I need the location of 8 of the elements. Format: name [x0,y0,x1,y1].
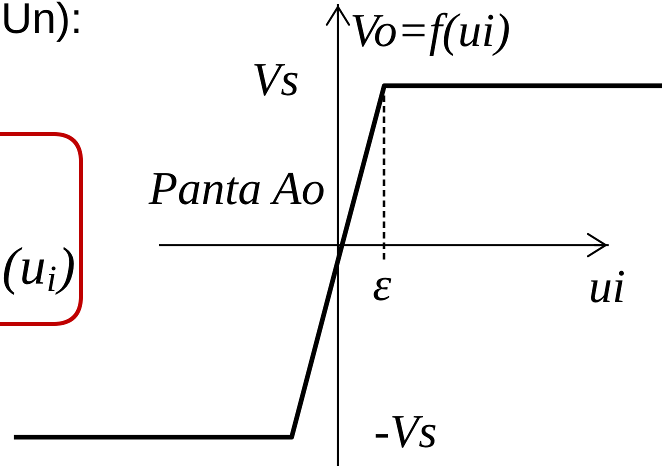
x-axis-title: ui [590,270,624,303]
annotation: ε [374,278,392,300]
annotation: (u$_{i}$) [4,247,74,295]
annotation: Vs [254,64,298,96]
annotation: -Vs [376,416,436,448]
y-axis-title: Vo=f(ui) [352,12,509,56]
annotation: Panta Ao [148,172,324,204]
text: Un): [4,2,78,42]
